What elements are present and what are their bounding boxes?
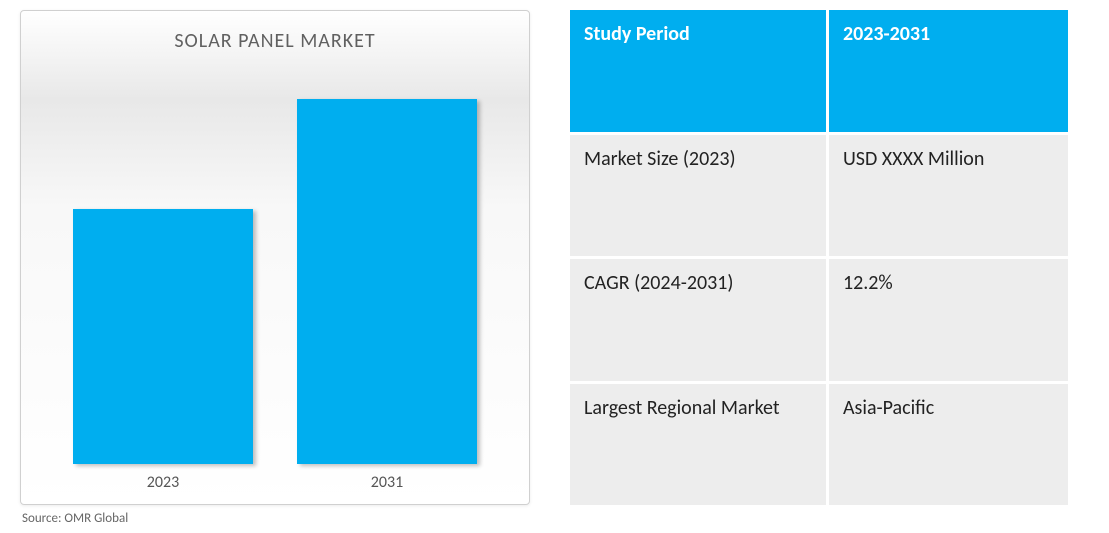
table-header-label: Study Period [570,10,829,132]
table-row-header: Study Period 2023-2031 [570,10,1068,135]
table-cell-value: USD XXXX Million [829,135,1068,257]
x-label-2023: 2023 [51,473,275,492]
table-row: Largest Regional Market Asia-Pacific [570,384,1068,506]
info-table: Study Period 2023-2031 Market Size (2023… [570,10,1068,505]
chart-title: SOLAR PANEL MARKET [21,11,529,53]
bar-2023 [73,209,252,464]
table-header-value: 2023-2031 [829,10,1068,132]
chart-plot-area [51,71,499,464]
bar-2031 [297,99,476,464]
x-axis-labels: 2023 2031 [51,473,499,492]
table-cell-value: Asia-Pacific [829,384,1068,506]
main-container: SOLAR PANEL MARKET 2023 2031 Source: OMR… [20,10,1089,505]
table-cell-label: Market Size (2023) [570,135,829,257]
x-label-2031: 2031 [275,473,499,492]
chart-panel: SOLAR PANEL MARKET 2023 2031 [20,10,530,505]
chart-column: SOLAR PANEL MARKET 2023 2031 Source: OMR… [20,10,530,505]
table-row: CAGR (2024-2031) 12.2% [570,259,1068,384]
source-text: Source: OMR Global [22,511,530,526]
table-cell-label: CAGR (2024-2031) [570,259,829,381]
table-cell-label: Largest Regional Market [570,384,829,506]
table-cell-value: 12.2% [829,259,1068,381]
table-row: Market Size (2023) USD XXXX Million [570,135,1068,260]
